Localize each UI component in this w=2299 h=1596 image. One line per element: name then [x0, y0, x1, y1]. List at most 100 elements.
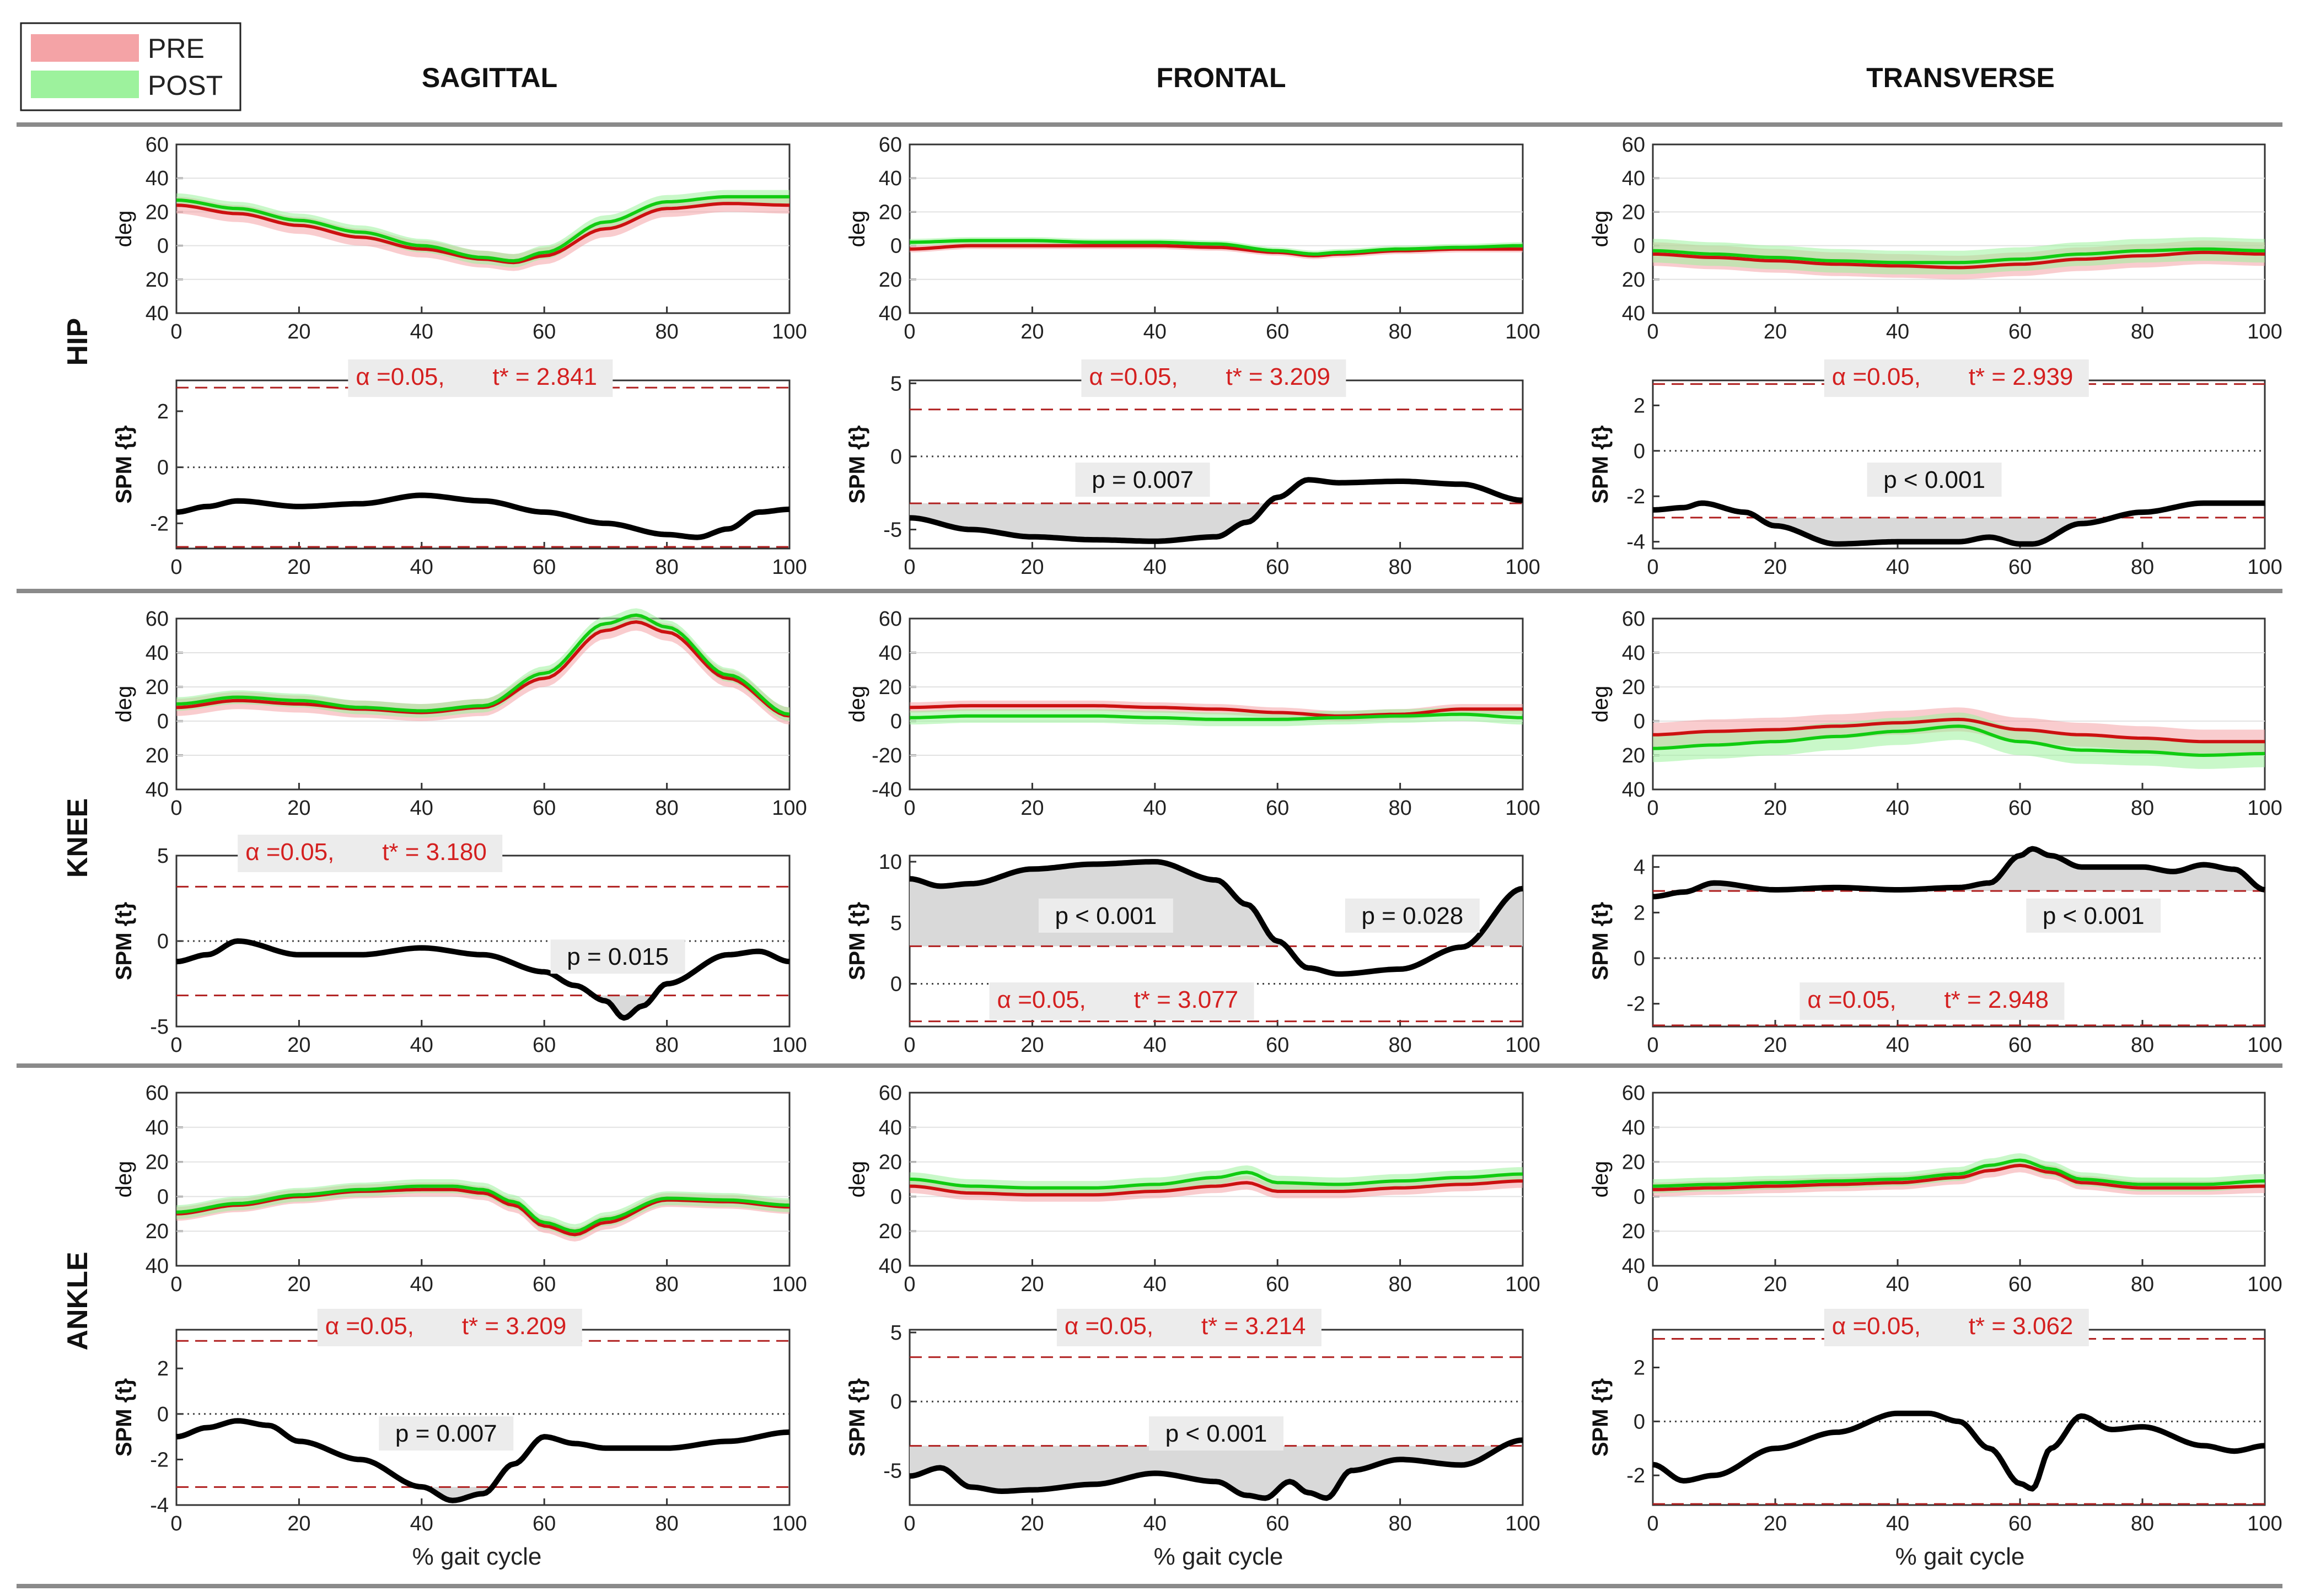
- alpha-label: α =0.05,: [1065, 1313, 1153, 1340]
- threshold-annotation-box: [1824, 359, 2089, 397]
- x-tick-label: 0: [1647, 556, 1658, 579]
- y-tick-label: 40: [146, 302, 169, 325]
- x-tick-label: 80: [2131, 320, 2154, 343]
- x-tick-label: 40: [410, 320, 433, 343]
- series-line-post: [909, 239, 1523, 256]
- alpha-label: α =0.05,: [245, 839, 334, 866]
- x-tick-label: 0: [904, 556, 915, 579]
- x-tick-label: 40: [1143, 797, 1167, 820]
- x-tick-label: 100: [2247, 1512, 2282, 1535]
- divider-bottom: [17, 1584, 2282, 1588]
- x-tick-label: 40: [1886, 320, 1909, 343]
- series-line-post: [1652, 724, 2265, 757]
- x-tick-label: 40: [410, 1512, 433, 1535]
- series-line-post: [176, 1184, 790, 1233]
- x-tick-label: 0: [1647, 320, 1658, 343]
- y-tick-label: 0: [157, 710, 169, 733]
- x-tick-label: 80: [2131, 1512, 2154, 1535]
- alpha-label: α =0.05,: [1832, 363, 1921, 390]
- threshold-annotation-box: [1800, 982, 2065, 1020]
- x-tick-label: 20: [1764, 1034, 1787, 1057]
- column-header-transverse: TRANSVERSE: [1866, 62, 2055, 93]
- x-tick-label: 20: [1764, 556, 1787, 579]
- threshold-annotation-box: [317, 1309, 582, 1346]
- x-tick-label: 80: [655, 1034, 678, 1057]
- y-tick-label: 60: [879, 1082, 902, 1105]
- spm-curve: [909, 477, 1523, 544]
- y-tick-label: 40: [146, 1255, 169, 1278]
- y-tick-label: 2: [157, 1357, 169, 1380]
- y-tick-label: 20: [879, 676, 902, 699]
- panel-hip-transverse: 0 20 40 60 80 100 60 40 20 0 20 40 deg: [1588, 133, 2282, 343]
- y-tick-label: 10: [879, 851, 902, 874]
- panel-hip-sagittal: 0 20 40 60 80 100 60 40 20 0 20 40 deg: [112, 133, 807, 343]
- x-tick-label: 20: [1020, 797, 1044, 820]
- x-tick-label: 0: [1647, 1034, 1658, 1057]
- y-axis-label: SPM {t}: [845, 425, 869, 503]
- panel-knee-sagittal: 0 20 40 60 80 100 60 40 20 0 20 40 deg: [112, 608, 807, 820]
- y-tick-label: 20: [879, 268, 902, 292]
- p-value-label: p = 0.028: [1361, 902, 1463, 929]
- y-tick-label: 40: [1622, 1255, 1645, 1278]
- y-tick-label: 0: [890, 235, 902, 258]
- x-tick-label: 80: [655, 1273, 678, 1296]
- y-tick-label: 0: [157, 235, 169, 258]
- x-tick-label: 40: [1886, 1034, 1909, 1057]
- x-tick-label: 60: [2008, 320, 2032, 343]
- xlabel-transverse: % gait cycle: [1895, 1543, 2025, 1570]
- x-tick-label: 80: [1388, 320, 1411, 343]
- y-tick-label: 40: [879, 302, 902, 325]
- p-value-box: [1075, 463, 1210, 497]
- y-axis-label: deg: [112, 686, 136, 723]
- x-tick-label: 100: [772, 1273, 807, 1296]
- y-axis-label: SPM {t}: [112, 902, 136, 980]
- row-label-knee: KNEE: [62, 798, 94, 878]
- x-tick-label: 20: [1764, 320, 1787, 343]
- series-line-pre: [1653, 1163, 2265, 1191]
- p-value-box: [1867, 463, 2002, 497]
- y-tick-label: 60: [879, 608, 902, 631]
- y-tick-label: 20: [1622, 201, 1645, 224]
- y-axis-label: SPM {t}: [1588, 1378, 1613, 1457]
- x-tick-label: 20: [287, 797, 310, 820]
- p-value-label: p < 0.001: [2043, 902, 2145, 929]
- series-line-post: [909, 1170, 1523, 1190]
- spm-curve: [176, 938, 790, 1021]
- y-tick-label: 20: [1622, 676, 1645, 699]
- x-tick-label: 40: [1886, 1273, 1909, 1296]
- panel-ankle-transverse: 0 20 40 60 80 100 60 40 20 0 20 40 deg: [1588, 1082, 2282, 1296]
- suprathreshold-cluster: [1760, 517, 2112, 544]
- y-tick-label: 0: [1634, 947, 1645, 970]
- spm-curve: [1652, 846, 2265, 900]
- divider-knee-ankle: [17, 1063, 2282, 1068]
- y-tick-label: 0: [1634, 235, 1645, 258]
- x-tick-label: 100: [2247, 1273, 2282, 1296]
- y-tick-label: -2: [1626, 993, 1645, 1016]
- x-tick-label: 20: [1020, 556, 1044, 579]
- x-tick-label: 60: [533, 1034, 556, 1057]
- y-tick-label: 40: [146, 1116, 169, 1140]
- y-tick-label: 5: [890, 1321, 902, 1345]
- y-axis-label: SPM {t}: [1588, 425, 1613, 503]
- y-tick-label: 40: [1622, 302, 1645, 325]
- x-tick-label: 80: [2131, 797, 2154, 820]
- y-axis-label: deg: [112, 211, 136, 248]
- p-value-box: [1149, 1416, 1283, 1451]
- x-tick-label: 0: [1647, 1273, 1658, 1296]
- y-tick-label: 40: [879, 1255, 902, 1278]
- y-tick-label: 5: [890, 912, 902, 935]
- y-tick-label: -2: [150, 1448, 169, 1471]
- x-tick-label: 60: [1266, 1512, 1289, 1535]
- x-tick-label: 40: [1143, 556, 1167, 579]
- y-tick-label: 20: [146, 676, 169, 699]
- x-tick-label: 0: [170, 797, 182, 820]
- alpha-label: α =0.05,: [1089, 363, 1178, 390]
- series-line-pre: [909, 244, 1523, 257]
- p-value-label: p = 0.007: [395, 1420, 497, 1447]
- series-line-post: [1652, 1158, 2265, 1188]
